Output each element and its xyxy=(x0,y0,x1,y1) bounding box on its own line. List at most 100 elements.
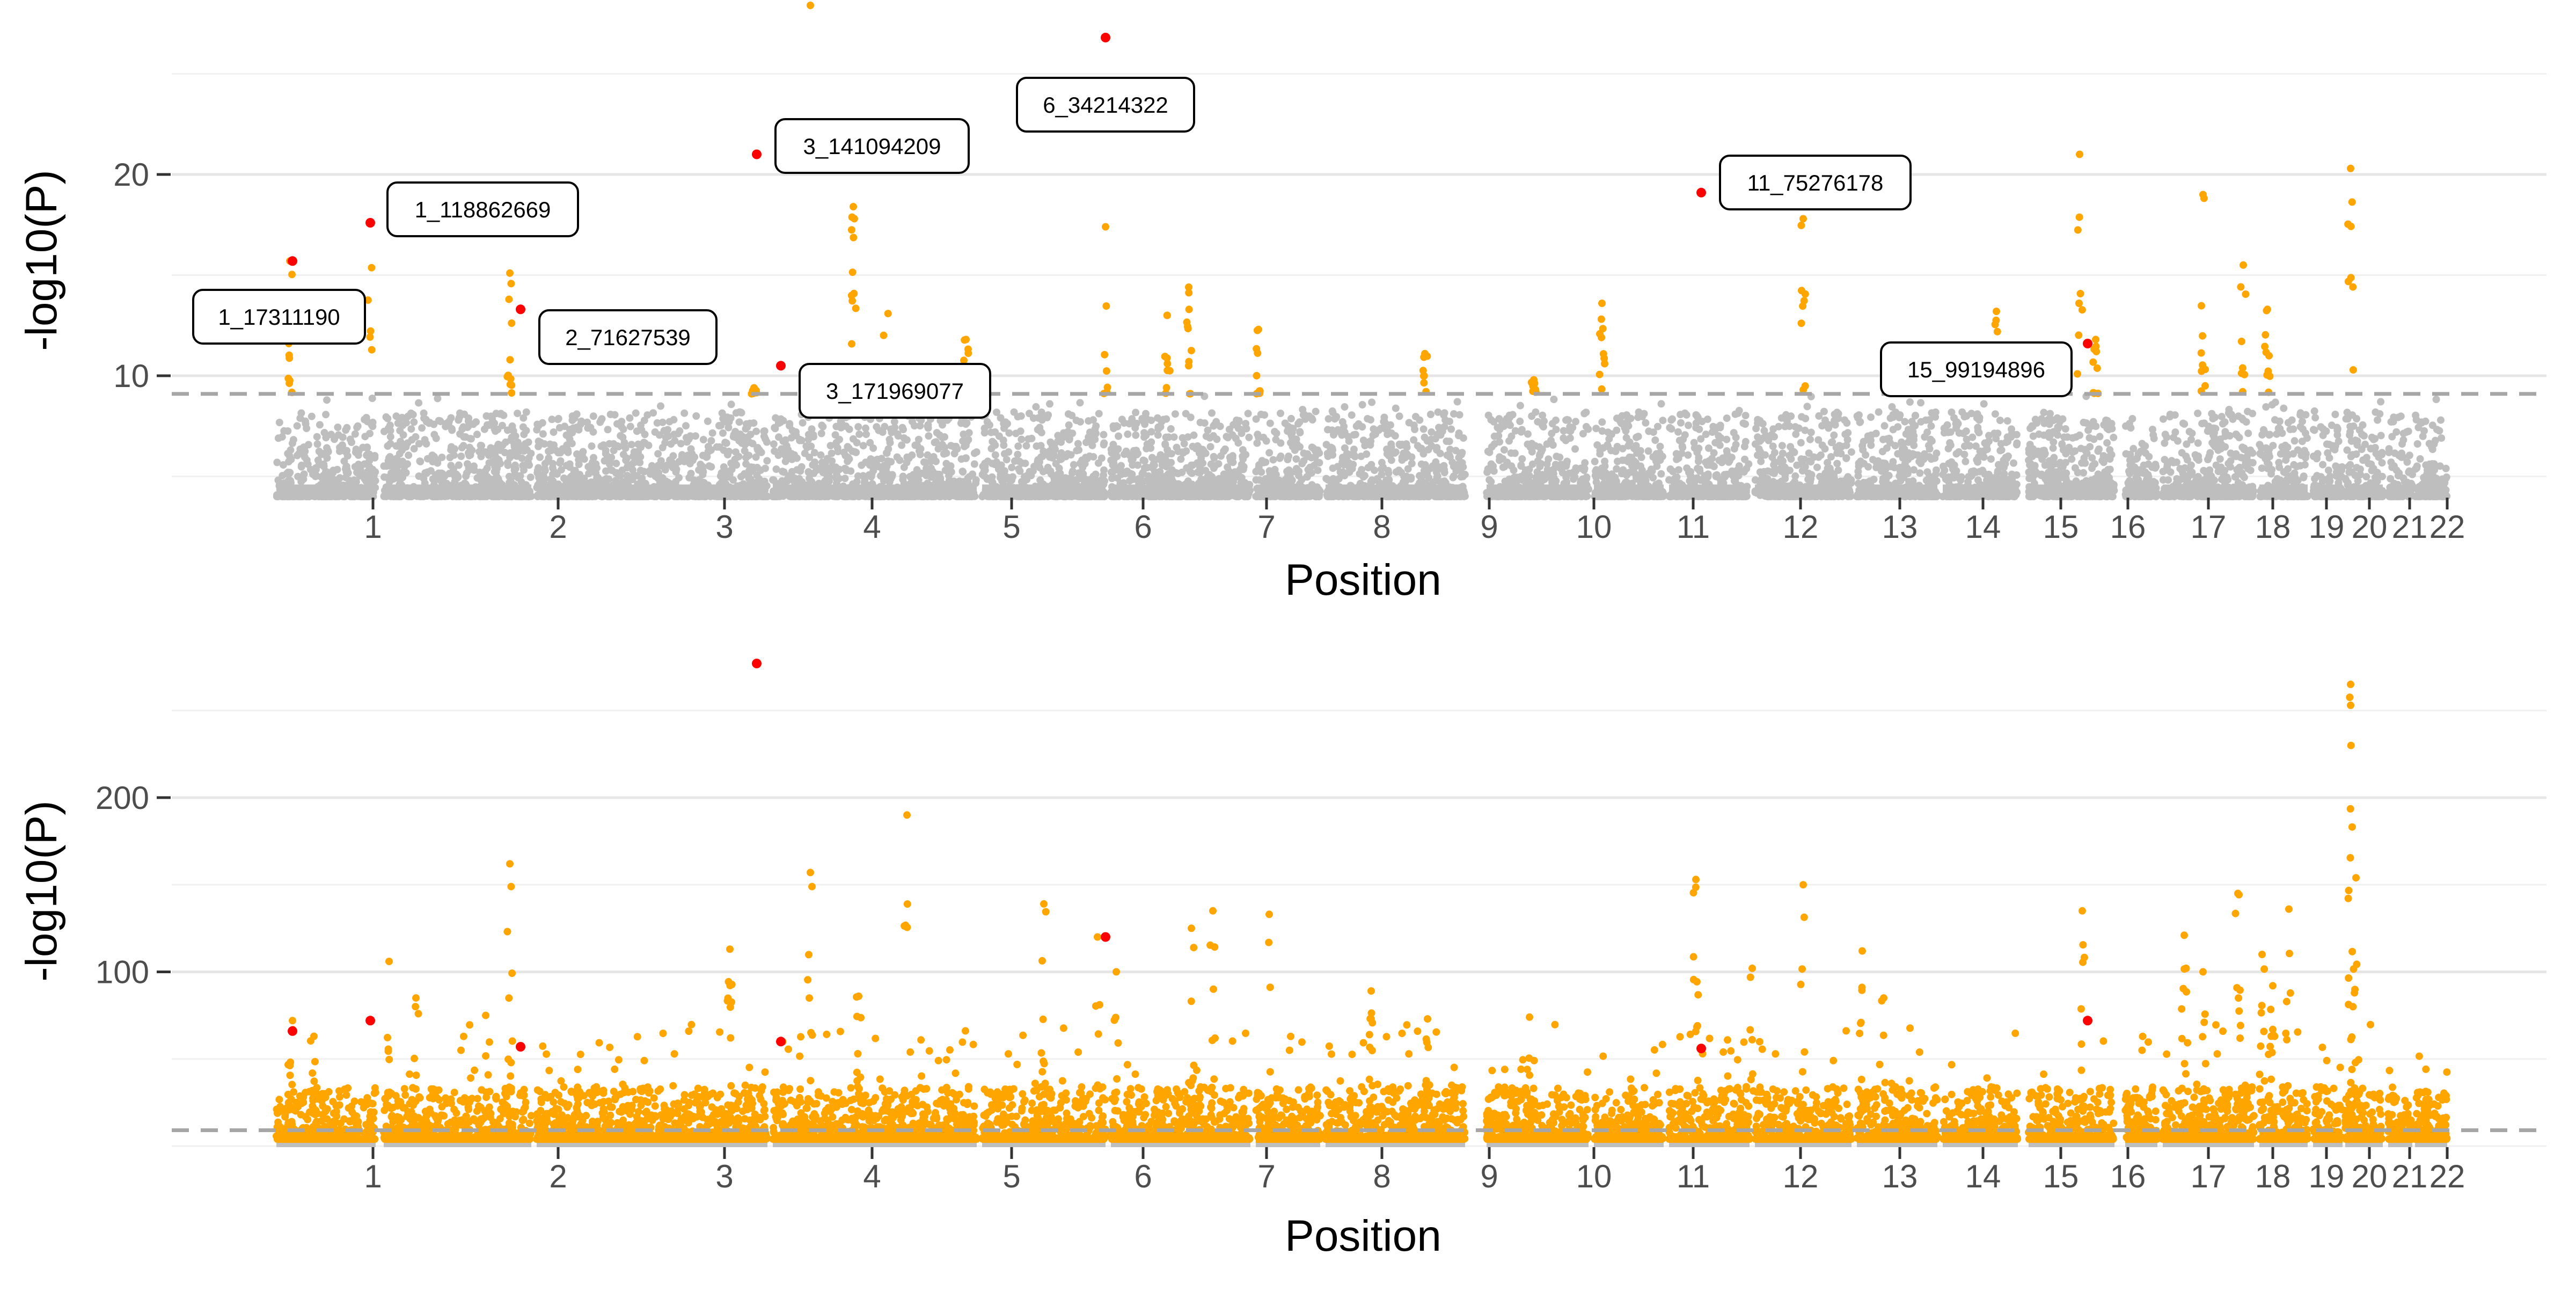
snp-point xyxy=(1110,456,1117,463)
snp-point xyxy=(1162,415,1170,423)
snp-point xyxy=(364,469,371,477)
snp-point xyxy=(1392,405,1400,412)
snp-point xyxy=(408,436,416,443)
snp-point xyxy=(1017,427,1024,435)
snp-point xyxy=(1180,449,1187,457)
snp-point xyxy=(782,458,789,465)
snp-point xyxy=(1346,469,1353,476)
snp-point xyxy=(808,478,815,485)
snp-point xyxy=(1378,465,1385,473)
snp-point xyxy=(627,423,634,431)
snp-point xyxy=(692,412,700,420)
snp-point xyxy=(891,418,898,426)
snp-point xyxy=(476,469,484,476)
snp-point xyxy=(1392,432,1399,440)
snp-point xyxy=(932,438,940,446)
snp-point xyxy=(279,472,286,479)
snp-point xyxy=(634,472,641,479)
snp-point xyxy=(1258,457,1266,464)
snp-point xyxy=(1359,471,1366,479)
snp-point xyxy=(836,436,843,443)
snp-point xyxy=(429,458,436,465)
snp-point xyxy=(1387,421,1394,429)
snp-point xyxy=(869,467,877,475)
snp-point xyxy=(867,455,874,463)
snp-point xyxy=(959,468,967,475)
snp-point xyxy=(1324,476,1332,484)
snp-density-band xyxy=(773,485,977,497)
snp-point xyxy=(927,458,934,465)
snp-point xyxy=(491,451,499,458)
snp-point xyxy=(1121,450,1128,458)
snp-point xyxy=(1461,471,1469,478)
snp-point xyxy=(566,426,574,433)
snp-point xyxy=(1058,455,1065,463)
snp-point xyxy=(842,465,850,473)
snp-point xyxy=(1253,476,1260,484)
snp-point xyxy=(659,419,667,426)
snp-point xyxy=(1506,412,1513,419)
snp-point xyxy=(664,426,671,434)
snp-point xyxy=(1161,441,1169,449)
snp-point xyxy=(852,449,860,456)
snp-point xyxy=(477,442,485,449)
snp-point xyxy=(1400,449,1407,457)
snp-point xyxy=(1026,410,1033,417)
snp-point xyxy=(1400,473,1408,480)
snp-point xyxy=(925,432,932,440)
snp-point xyxy=(1314,447,1321,454)
snp-point xyxy=(404,460,411,468)
snp-point xyxy=(628,441,635,448)
snp-point xyxy=(1428,428,1435,436)
snp-point xyxy=(581,455,588,463)
snp-point xyxy=(705,443,712,450)
snp-point xyxy=(483,412,491,420)
snp-point xyxy=(1296,429,1304,436)
snp-point xyxy=(560,475,568,482)
snp-point xyxy=(1447,426,1455,433)
snp-point xyxy=(570,415,577,422)
snp-point xyxy=(1100,431,1107,439)
snp-point xyxy=(1162,456,1169,464)
snp-point xyxy=(514,410,521,417)
snp-point xyxy=(1339,468,1346,476)
snp-point xyxy=(384,442,391,450)
snp-point xyxy=(1238,429,1246,437)
snp-point xyxy=(436,417,444,425)
snp-point xyxy=(410,418,418,426)
snp-point xyxy=(1018,436,1025,443)
snp-point xyxy=(299,476,307,483)
snp-point xyxy=(845,444,853,452)
snp-point xyxy=(1100,440,1108,447)
snp-point xyxy=(564,447,572,454)
snp-point xyxy=(384,415,391,422)
snp-point xyxy=(536,454,544,461)
snp-point xyxy=(894,454,901,461)
snp-point xyxy=(668,458,676,466)
snp-point xyxy=(393,460,401,468)
snp-point xyxy=(499,422,506,429)
snp-point xyxy=(334,424,341,431)
snp-point xyxy=(1550,396,1557,403)
snp-point xyxy=(1205,473,1213,481)
snp-point xyxy=(855,431,863,438)
snp-point xyxy=(1070,461,1078,469)
snp-point xyxy=(548,415,555,423)
snp-point xyxy=(535,464,542,472)
snp-point xyxy=(1294,420,1302,428)
snp-point xyxy=(638,426,645,434)
snp-point xyxy=(1077,399,1084,406)
snp-point xyxy=(1172,410,1179,418)
snp-point xyxy=(997,414,1005,422)
snp-point xyxy=(936,475,944,482)
snp-point xyxy=(1253,440,1261,447)
snp-point xyxy=(1252,468,1260,475)
snp-point xyxy=(1265,449,1273,457)
snp-point xyxy=(1410,436,1417,444)
snp-point xyxy=(680,458,688,465)
snp-point xyxy=(1257,411,1265,418)
snp-point xyxy=(439,470,447,478)
snp-point xyxy=(1403,440,1410,448)
snp-point xyxy=(854,472,862,480)
snp-point xyxy=(771,425,779,432)
